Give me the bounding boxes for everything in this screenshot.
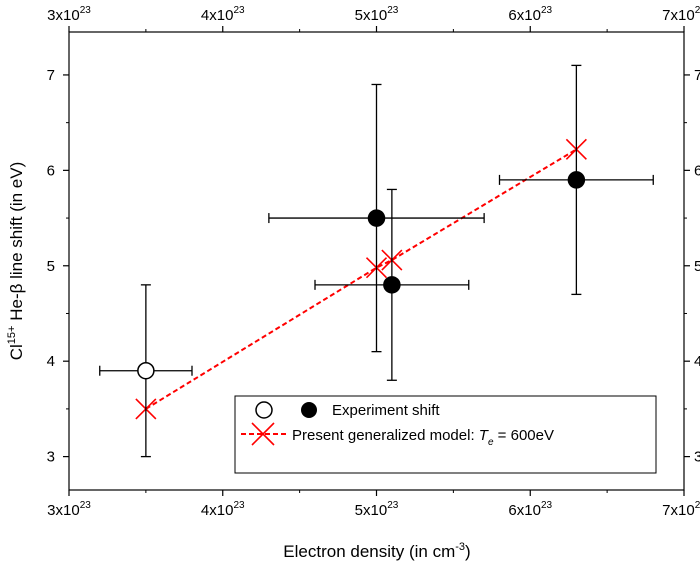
y-tick-marks <box>63 74 690 458</box>
x-tick-label-bottom: 3x1023 <box>47 500 91 519</box>
legend-model-suffix: = 600eV <box>494 427 554 444</box>
legend-open-marker <box>255 401 273 419</box>
legend-label-model: Present generalized model: Te = 600eV <box>292 427 554 448</box>
experiment-series <box>99 64 654 458</box>
y-tick-label-left: 6 <box>47 162 55 179</box>
x-tick-label-bottom: 6x1023 <box>508 500 552 519</box>
x-tick-marks <box>68 26 685 496</box>
y-tick-label-right: 3 <box>694 449 700 466</box>
legend: Experiment shift Present generalized mod… <box>234 395 657 474</box>
y-axis-title: Cl15+ He-β line shift (in eV) <box>6 162 26 361</box>
legend-cross-marker <box>251 422 275 446</box>
legend-label-experiment: Experiment shift <box>332 402 440 419</box>
x-tick-label-bottom: 5x1023 <box>355 500 399 519</box>
x-axis-title-tail: ) <box>465 542 471 561</box>
y-tick-label-right: 7 <box>694 67 700 84</box>
legend-model-variable: T <box>479 427 490 444</box>
y-tick-label-left: 4 <box>47 353 55 370</box>
experiment-point <box>137 361 155 380</box>
y-tick-label-right: 6 <box>694 162 700 179</box>
y-axis-title-suffix: He-β line shift (in eV) <box>7 162 26 326</box>
y-axis-title-superscript: 15+ <box>6 326 18 345</box>
y-tick-label-left: 5 <box>47 258 55 275</box>
x-tick-label-top: 4x1023 <box>201 5 245 24</box>
experiment-point <box>567 171 586 189</box>
model-series <box>135 138 587 420</box>
x-axis-title-main: Electron density (in cm <box>283 542 455 561</box>
legend-model-subscript: e <box>488 437 494 448</box>
x-tick-label-top: 3x1023 <box>47 5 91 24</box>
y-tick-label-right: 4 <box>694 353 700 370</box>
x-tick-label-bottom: 4x1023 <box>201 500 245 519</box>
experiment-point <box>367 209 386 227</box>
experiment-point <box>383 276 401 294</box>
x-axis-title-exponent: -3 <box>455 541 465 553</box>
y-tick-label-left: 7 <box>47 67 55 84</box>
x-tick-label-top: 5x1023 <box>355 5 399 24</box>
model-line <box>145 148 577 410</box>
x-tick-label-top: 6x1023 <box>508 5 552 24</box>
y-tick-label-left: 3 <box>47 449 55 466</box>
y-tick-labels-right: 3 4 5 6 7 <box>694 67 700 466</box>
legend-filled-marker <box>301 402 317 418</box>
y-tick-label-right: 5 <box>694 258 700 275</box>
x-axis-title: Electron density (in cm-3) <box>283 541 470 561</box>
legend-model-prefix: Present generalized model: <box>292 427 479 444</box>
y-axis-title-prefix: Cl <box>7 344 26 360</box>
y-tick-labels-left: 3 4 5 6 7 <box>47 67 55 466</box>
